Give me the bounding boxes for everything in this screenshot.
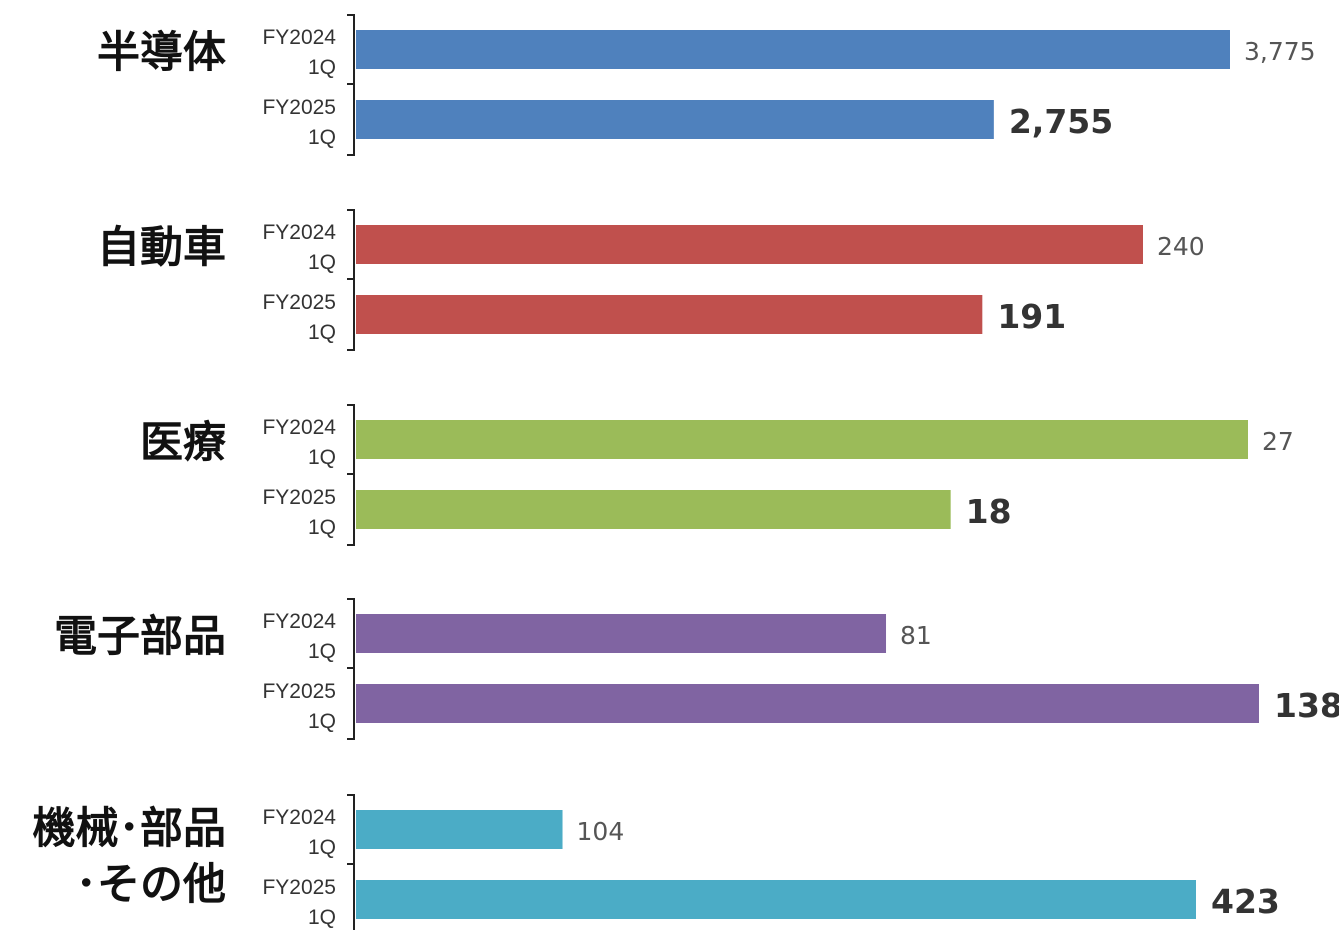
data-label: 2,755 [1009, 102, 1113, 141]
bar-fy2024-1q [356, 30, 1230, 69]
period-tick-label: FY2025 [262, 680, 336, 703]
period-tick-label: FY2024 [262, 610, 336, 633]
period-tick-label: 1Q [308, 836, 336, 859]
period-tick-label: FY2025 [262, 486, 336, 509]
data-label: 240 [1157, 232, 1205, 261]
period-tick-label: FY2024 [262, 416, 336, 439]
data-label: 81 [900, 621, 932, 650]
period-tick-label: FY2024 [262, 221, 336, 244]
category-axis-bracket [347, 794, 355, 930]
period-tick-label: 1Q [308, 321, 336, 344]
period-tick-label: FY2024 [262, 806, 336, 829]
bar-fy2025-1q [356, 490, 951, 529]
bar-fy2025-1q [356, 100, 994, 139]
bar-fy2025-1q [356, 880, 1196, 919]
period-tick-label: FY2025 [262, 876, 336, 899]
period-tick-label: FY2025 [262, 291, 336, 314]
period-tick-label: 1Q [308, 710, 336, 733]
period-tick-label: 1Q [308, 906, 336, 929]
bar-fy2025-1q [356, 295, 983, 334]
bar-fy2024-1q [356, 810, 563, 849]
segment-label: 医療 [140, 418, 226, 468]
bar-fy2025-1q [356, 684, 1259, 723]
data-label: 27 [1262, 427, 1294, 456]
bar-fy2024-1q [356, 614, 887, 653]
data-label: 104 [577, 817, 625, 846]
data-label: 3,775 [1244, 37, 1316, 66]
period-tick-label: 1Q [308, 126, 336, 149]
period-tick-label: 1Q [308, 251, 336, 274]
bar-fy2024-1q [356, 420, 1248, 459]
period-tick-label: 1Q [308, 56, 336, 79]
data-label: 18 [966, 492, 1012, 531]
period-tick-label: 1Q [308, 516, 336, 539]
data-label: 423 [1211, 882, 1280, 921]
segment-label: 半導体 [97, 28, 226, 78]
data-label: 191 [997, 297, 1066, 336]
period-tick-label: FY2025 [262, 96, 336, 119]
segment-label: ･その他 [76, 860, 227, 910]
period-tick-label: 1Q [308, 446, 336, 469]
segment-label: 機械･部品 [33, 804, 227, 854]
data-label: 138 [1274, 686, 1339, 725]
period-tick-label: FY2024 [262, 26, 336, 49]
bar-fy2024-1q [356, 225, 1143, 264]
segment-label: 電子部品 [54, 612, 226, 662]
segment-label: 自動車 [97, 223, 226, 273]
period-tick-label: 1Q [308, 640, 336, 663]
